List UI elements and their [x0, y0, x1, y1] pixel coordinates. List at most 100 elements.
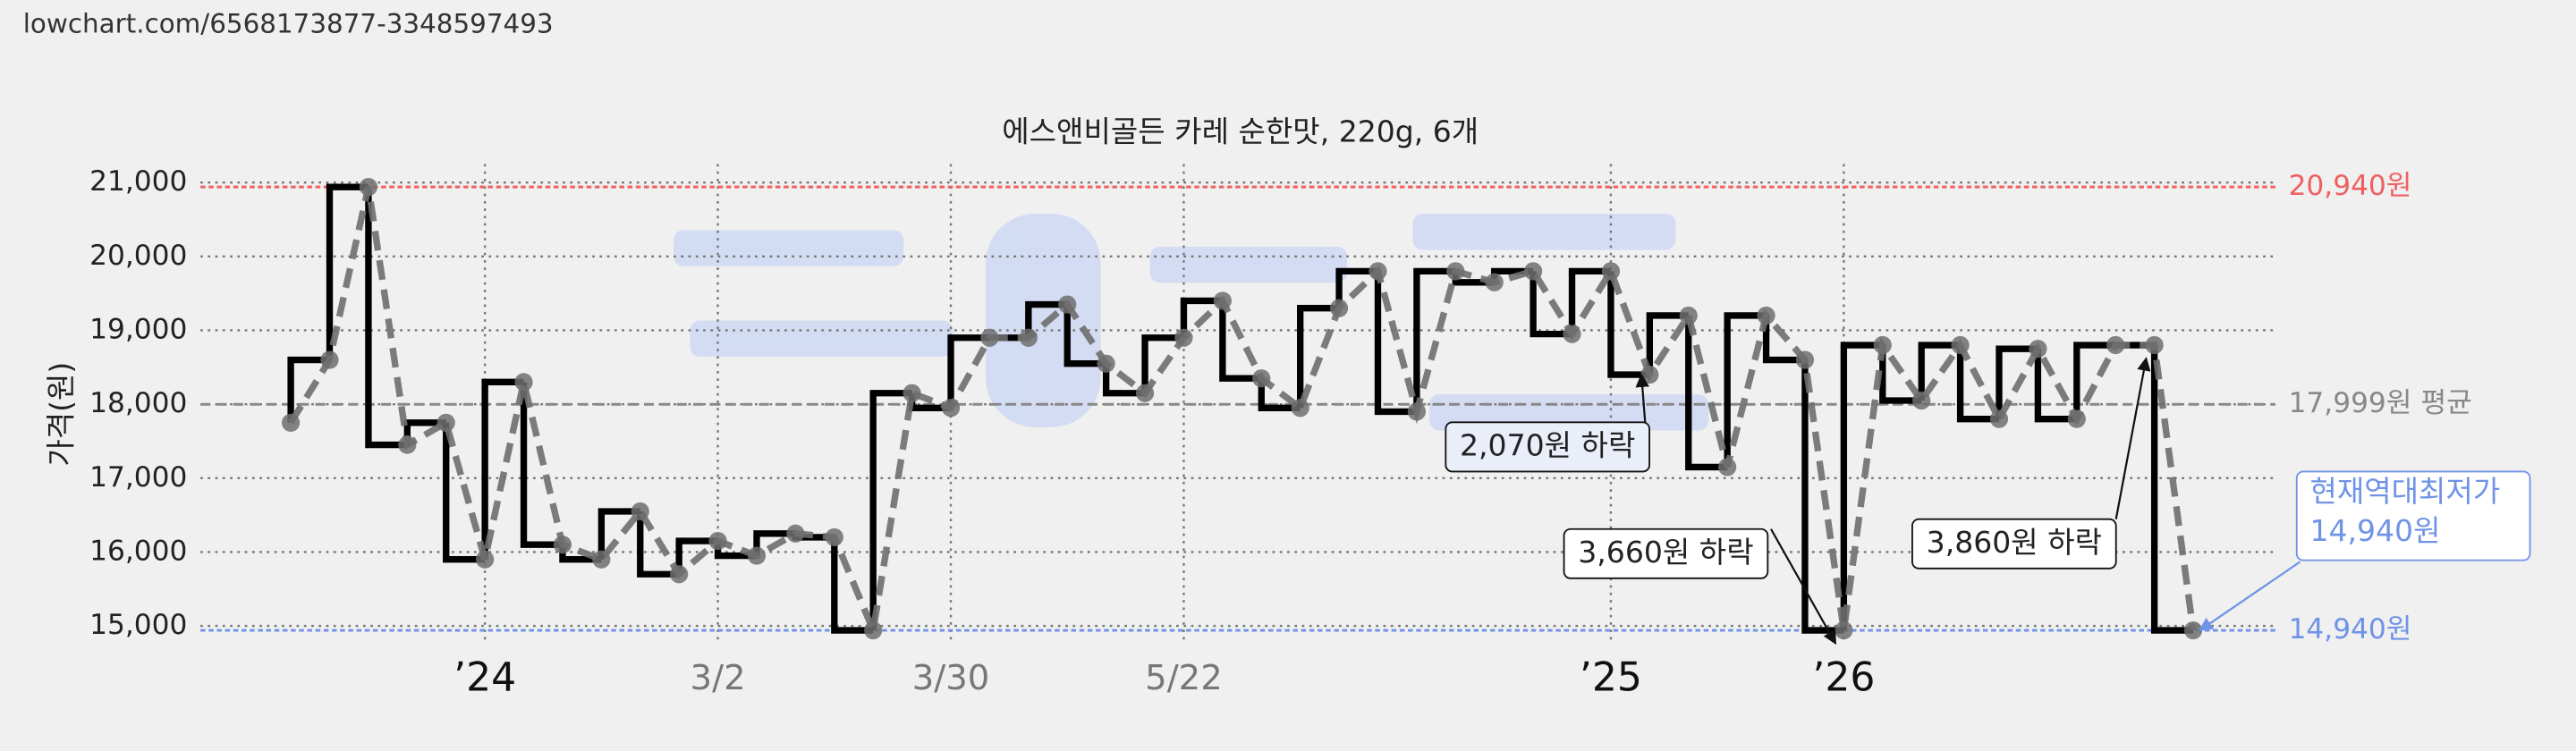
step-segment — [1180, 297, 1223, 338]
price-point — [592, 550, 611, 569]
chart-title: 에스앤비골든 카레 순한맛, 220g, 6개 — [1002, 114, 1479, 149]
annotation-arrow — [2114, 357, 2151, 519]
step-segment — [287, 356, 330, 423]
step-segment — [1530, 271, 1572, 338]
price-point — [1640, 365, 1659, 384]
watermark — [674, 214, 1709, 431]
step-segment — [1685, 315, 1728, 471]
price-point — [282, 413, 301, 432]
price-point — [1135, 384, 1155, 402]
reference-label: 17,999원 평균 — [2289, 387, 2472, 419]
y-tick-label: 20,000 — [89, 240, 187, 272]
price-point — [1097, 354, 1115, 373]
price-point — [631, 502, 649, 521]
step-segment — [2034, 349, 2077, 423]
price-point — [825, 527, 843, 547]
price-point — [1368, 262, 1387, 281]
annotation-arrow — [1770, 528, 1837, 646]
step-segment — [520, 382, 563, 548]
price-point — [1407, 402, 1427, 421]
x-tick-label: 5/22 — [1145, 658, 1223, 698]
price-point — [1329, 299, 1349, 317]
x-tick-label: ’25 — [1580, 655, 1642, 701]
step-segment — [1141, 334, 1184, 393]
price-point — [2106, 335, 2125, 355]
step-segment — [1297, 305, 1340, 409]
price-point — [1601, 262, 1621, 281]
step-segment — [1374, 271, 1417, 416]
annotation-arrow — [2199, 561, 2301, 631]
price-point — [1252, 369, 1271, 388]
step-segment — [1413, 267, 1456, 412]
price-line — [287, 186, 2197, 643]
price-point — [1019, 328, 1038, 347]
step-segment — [2150, 345, 2194, 634]
y-axis-label: 가격(원) — [43, 362, 78, 467]
annotation-text: 2,070원 하락 — [1460, 427, 1635, 462]
price-point — [864, 620, 883, 640]
step-segment — [1219, 300, 1262, 382]
step-segment — [637, 511, 680, 578]
price-point — [1291, 399, 1309, 418]
y-tick-label: 17,000 — [89, 461, 187, 494]
step-segment — [365, 187, 408, 449]
step-segment — [1996, 345, 2038, 419]
price-point — [1912, 391, 1931, 410]
annotation-box — [1563, 527, 1769, 579]
price-point — [1989, 409, 2009, 428]
reference-label: 14,940원 — [2289, 613, 2412, 646]
price-point — [320, 350, 339, 369]
step-segment — [597, 508, 640, 560]
step-segment — [326, 183, 369, 360]
price-point — [1485, 273, 1504, 291]
step-segment — [1840, 342, 1883, 631]
price-point — [1757, 306, 1775, 325]
price-point — [941, 399, 961, 418]
annotation-box — [1911, 518, 2117, 570]
annotation-text: 현재역대최저가 — [2309, 474, 2500, 509]
step-segment — [1025, 300, 1068, 338]
x-tick-label: ’26 — [1812, 655, 1875, 701]
step-segment — [1918, 342, 1961, 401]
price-point — [1213, 291, 1232, 310]
price-point — [1058, 295, 1077, 314]
annotation-box — [1445, 421, 1650, 473]
step-segment — [1568, 267, 1611, 334]
step-segment — [831, 536, 874, 634]
step-segment — [869, 390, 912, 631]
annotation-text: 3,660원 하락 — [1578, 535, 1753, 570]
step-segment — [1102, 363, 1146, 397]
step-segment — [1724, 312, 1767, 468]
step-segment — [947, 334, 990, 409]
reference-label: 20,940원 — [2289, 170, 2412, 202]
price-point — [2183, 620, 2203, 640]
step-segment — [1879, 345, 1922, 404]
price-point — [708, 531, 727, 551]
y-tick-label: 18,000 — [89, 387, 187, 419]
step-segment — [1956, 345, 2000, 423]
step-segment — [1335, 267, 1378, 308]
price-point — [1795, 350, 1815, 369]
step-segment — [2073, 342, 2116, 419]
x-tick-label: 3/30 — [912, 658, 990, 698]
step-segment — [1258, 378, 1301, 411]
step-segment — [1646, 312, 1689, 376]
y-tick-label: 15,000 — [89, 609, 187, 641]
price-point — [514, 373, 533, 392]
price-point — [553, 536, 572, 554]
price-point — [359, 178, 378, 197]
x-tick-label: 3/2 — [691, 658, 746, 698]
price-point — [398, 435, 417, 454]
step-segment — [1762, 315, 1805, 364]
price-point — [902, 384, 921, 402]
x-tick-label: ’24 — [453, 655, 516, 701]
price-point — [1524, 262, 1543, 281]
price-point — [1873, 335, 1892, 355]
price-point — [786, 524, 805, 543]
price-point — [1679, 306, 1698, 325]
step-segment — [443, 422, 486, 563]
price-point — [670, 565, 689, 584]
y-tick-label: 21,000 — [89, 165, 187, 198]
price-point — [1563, 325, 1581, 343]
price-point — [1446, 262, 1465, 281]
